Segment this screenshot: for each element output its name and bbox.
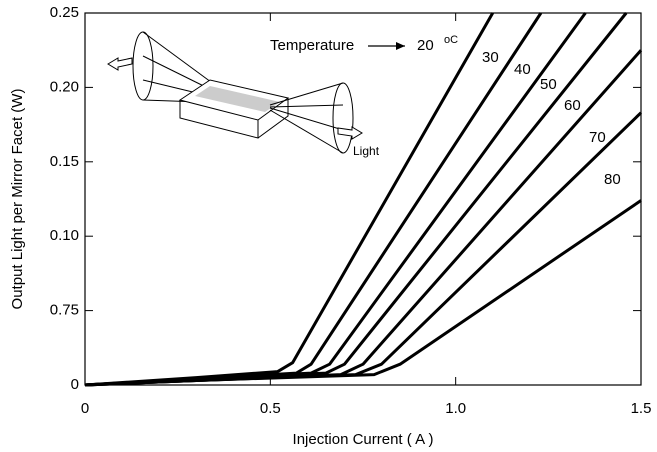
series-line xyxy=(84,199,642,387)
x-axis-label: Injection Current ( A ) xyxy=(293,431,434,448)
annotation: Temperature xyxy=(270,37,354,54)
y-tick-label: 0.75 xyxy=(50,302,79,319)
x-tick-label: 1.5 xyxy=(631,400,652,417)
series-label: 60 xyxy=(564,97,581,114)
series-label: 40 xyxy=(514,61,531,78)
y-tick-label: 0.25 xyxy=(50,4,79,21)
series-line xyxy=(84,12,495,387)
x-tick-label: 1.0 xyxy=(445,400,466,417)
series-label: 80 xyxy=(604,171,621,188)
unit-label: oC xyxy=(444,34,458,46)
y-tick-label: 0.15 xyxy=(50,153,79,170)
arrow-head xyxy=(396,42,405,50)
y-tick-label: 0 xyxy=(71,376,79,393)
y-tick-label: 0.20 xyxy=(50,78,79,95)
series-label: 50 xyxy=(540,76,557,93)
x-tick-label: 0 xyxy=(81,400,89,417)
y-tick-label: 0.10 xyxy=(50,227,79,244)
plot-frame xyxy=(84,12,642,386)
series-label: 30 xyxy=(482,49,499,66)
series-label: 20 xyxy=(417,37,434,54)
inset-diagram xyxy=(107,31,363,154)
series-label: 70 xyxy=(589,129,606,146)
x-tick-label: 0.5 xyxy=(260,400,281,417)
inset-label: Light xyxy=(353,144,380,158)
y-axis-label: Output Light per Mirror Facet (W) xyxy=(9,89,26,310)
